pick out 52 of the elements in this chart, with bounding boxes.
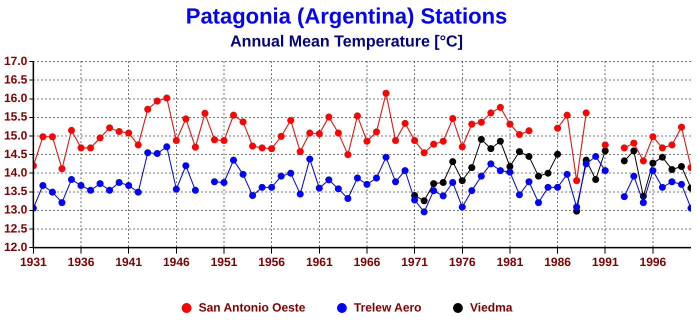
point bbox=[602, 147, 609, 154]
point bbox=[554, 150, 562, 158]
point bbox=[458, 177, 466, 184]
x-tick-label: 1981 bbox=[496, 255, 524, 270]
legend-label: San Antonio Oeste bbox=[198, 300, 306, 314]
point bbox=[468, 164, 476, 172]
x-tick-label: 1986 bbox=[544, 255, 572, 270]
y-tick-label: 16.0 bbox=[4, 91, 28, 106]
y-tick-label: 12.5 bbox=[4, 221, 28, 236]
y-tick-label: 13.0 bbox=[4, 202, 28, 217]
y-tick-label: 14.5 bbox=[4, 146, 28, 161]
y-tick-label: 14.0 bbox=[4, 166, 28, 180]
x-tick-label: 1936 bbox=[68, 255, 95, 270]
point bbox=[516, 148, 523, 156]
point bbox=[430, 180, 438, 188]
x-tick-label: 1996 bbox=[640, 255, 667, 270]
x-tick-label: 1941 bbox=[115, 255, 142, 270]
point bbox=[592, 176, 600, 184]
y-tick-label: 17.0 bbox=[4, 54, 28, 68]
point bbox=[487, 145, 494, 152]
x-tick-label: 1946 bbox=[162, 255, 190, 270]
x-tick-label: 1976 bbox=[448, 255, 476, 270]
point bbox=[525, 152, 532, 160]
x-tick-label: 1991 bbox=[592, 255, 619, 270]
x-tick-label: 1971 bbox=[401, 255, 428, 270]
point bbox=[496, 138, 504, 145]
y-tick-label: 13.5 bbox=[4, 184, 28, 198]
legend-label: Trelew Aero bbox=[354, 300, 422, 314]
point bbox=[668, 166, 676, 173]
y-tick-label: 12.0 bbox=[4, 240, 28, 254]
point bbox=[658, 154, 666, 161]
y-tick-label: 16.5 bbox=[4, 72, 28, 87]
point bbox=[649, 160, 656, 167]
x-tick-label: 1961 bbox=[306, 255, 333, 270]
point bbox=[544, 170, 552, 177]
x-tick-label: 1956 bbox=[258, 255, 286, 270]
point bbox=[678, 163, 685, 170]
x-tick-label: 1931 bbox=[20, 255, 48, 270]
point bbox=[630, 147, 638, 154]
point bbox=[535, 172, 542, 180]
chart-subtitle: Annual Mean Temperature [°C] bbox=[230, 33, 463, 50]
point bbox=[440, 179, 447, 186]
legend-label: Viedma bbox=[470, 300, 513, 314]
x-tick-label: 1951 bbox=[210, 255, 238, 270]
y-tick-label: 15.5 bbox=[4, 110, 28, 124]
point bbox=[420, 197, 428, 204]
point bbox=[449, 158, 456, 166]
point bbox=[620, 157, 628, 164]
point bbox=[478, 136, 485, 143]
x-tick-label: 1966 bbox=[354, 255, 381, 270]
chart-title: Patagonia (Argentina) Stations bbox=[186, 3, 508, 28]
y-tick-label: 15.0 bbox=[4, 128, 28, 142]
